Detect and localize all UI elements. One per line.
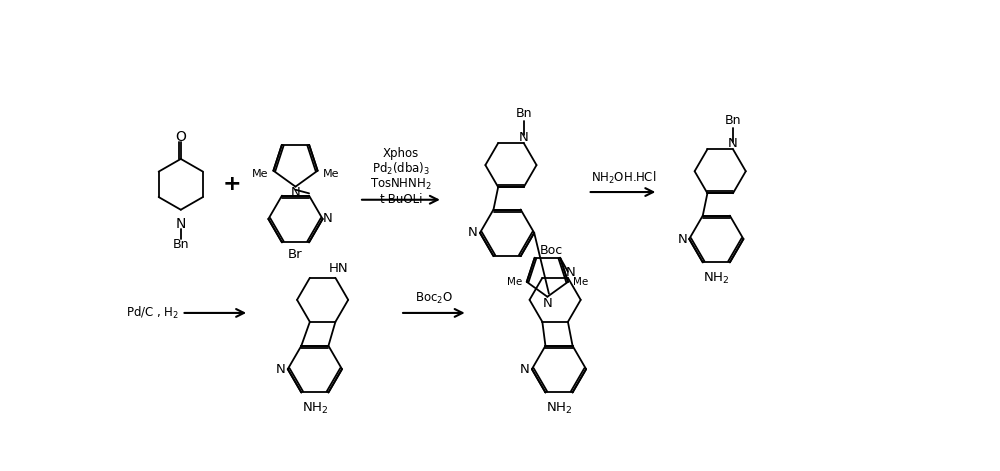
Text: Bn: Bn — [173, 238, 189, 251]
Text: N: N — [176, 217, 186, 231]
Text: N: N — [565, 266, 575, 279]
Text: Boc: Boc — [540, 244, 563, 257]
Text: N: N — [542, 297, 552, 310]
Text: Br: Br — [288, 248, 303, 261]
Text: Bn: Bn — [515, 107, 532, 120]
Text: Pd$_2$(dba)$_3$: Pd$_2$(dba)$_3$ — [372, 161, 430, 177]
Text: N: N — [323, 212, 333, 226]
Text: t-BuOLi: t-BuOLi — [379, 193, 423, 206]
Text: N: N — [276, 363, 286, 376]
Text: TosNHNH$_2$: TosNHNH$_2$ — [370, 177, 432, 192]
Text: Bn: Bn — [725, 114, 741, 127]
Text: Xphos: Xphos — [383, 147, 419, 160]
Text: +: + — [223, 174, 241, 195]
Text: N: N — [677, 233, 687, 245]
Text: NH$_2$: NH$_2$ — [302, 401, 328, 416]
Text: N: N — [520, 363, 530, 376]
Text: NH$_2$OH.HCl: NH$_2$OH.HCl — [591, 170, 656, 186]
Text: Boc$_2$O: Boc$_2$O — [415, 291, 453, 306]
Text: Me: Me — [573, 277, 588, 287]
Text: Pd/C , H$_2$: Pd/C , H$_2$ — [126, 305, 180, 321]
Text: O: O — [175, 130, 186, 144]
Text: Me: Me — [507, 277, 522, 287]
Text: NH$_2$: NH$_2$ — [703, 271, 730, 286]
Text: Me: Me — [252, 169, 268, 179]
Text: Me: Me — [323, 169, 339, 179]
Text: N: N — [728, 138, 738, 150]
Text: HN: HN — [329, 262, 348, 275]
Text: NH$_2$: NH$_2$ — [546, 401, 572, 416]
Text: N: N — [468, 227, 478, 239]
Text: N: N — [519, 131, 529, 144]
Text: N: N — [291, 187, 300, 199]
